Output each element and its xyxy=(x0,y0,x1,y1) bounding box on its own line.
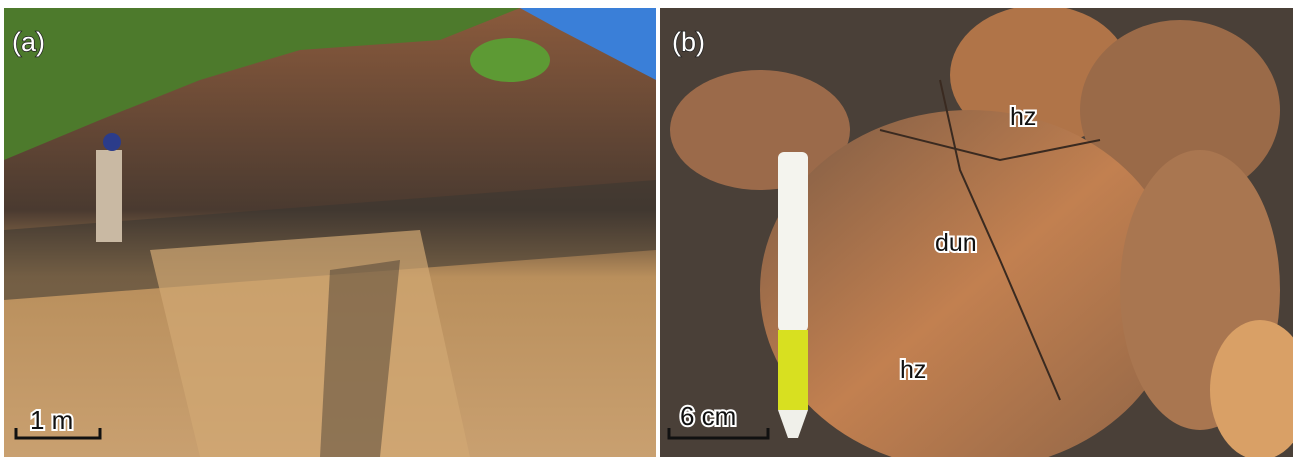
scale-label: 6 cm xyxy=(680,401,736,431)
scale-label: 1 m xyxy=(30,405,73,435)
annotation: dun xyxy=(935,229,977,257)
panel-label: (a) xyxy=(12,27,45,57)
photo-a xyxy=(4,8,656,457)
page: (a) 1 m (b) hz dun hz 6 cm (() => { cons… xyxy=(0,0,1297,459)
pen xyxy=(778,152,808,332)
annotation: hz xyxy=(1010,103,1036,131)
panel-label: (b) xyxy=(672,27,705,57)
photo-b xyxy=(660,5,1297,459)
figure: (a) 1 m (b) hz dun hz 6 cm xyxy=(0,0,1297,459)
person xyxy=(96,150,122,242)
annotation: hz xyxy=(900,356,926,384)
